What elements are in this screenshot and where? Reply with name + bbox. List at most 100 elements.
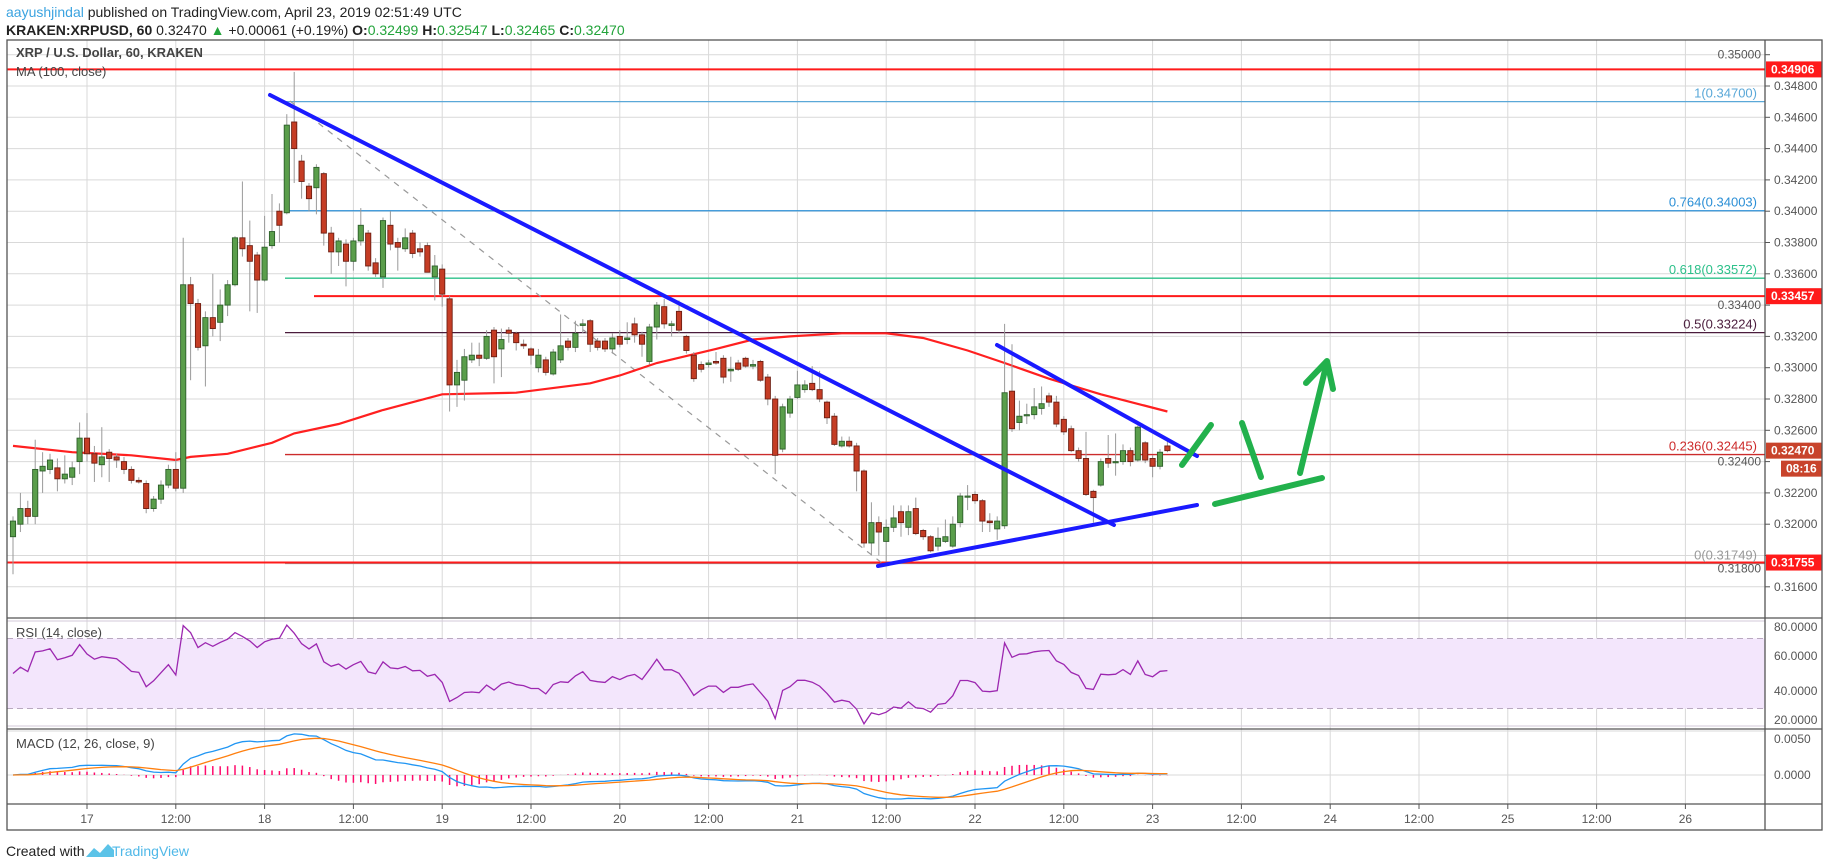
candle-down[interactable]: [239, 181, 246, 257]
fib-trend-dashed-line[interactable]: [289, 100, 883, 564]
candle-up[interactable]: [313, 164, 320, 215]
candle-up[interactable]: [942, 519, 949, 543]
candle-up[interactable]: [801, 380, 808, 393]
candle-up[interactable]: [535, 348, 542, 373]
candle-down[interactable]: [254, 251, 261, 313]
candle-down[interactable]: [712, 352, 720, 365]
candle-up[interactable]: [779, 403, 786, 453]
candle-up[interactable]: [624, 322, 631, 345]
candle-down[interactable]: [979, 499, 986, 533]
candle-down[interactable]: [298, 154, 305, 199]
candle-down[interactable]: [320, 172, 327, 246]
candle-down[interactable]: [1068, 425, 1075, 453]
candle-up[interactable]: [1134, 425, 1141, 462]
candle-down[interactable]: [601, 337, 609, 353]
candle-down[interactable]: [24, 500, 31, 525]
macd-signal-line[interactable]: [12, 737, 1168, 798]
candle-up[interactable]: [646, 323, 653, 365]
candle-up[interactable]: [794, 370, 801, 399]
candle-down[interactable]: [187, 276, 194, 381]
candle-up[interactable]: [402, 228, 409, 252]
candle-down[interactable]: [742, 356, 749, 368]
candle-down[interactable]: [698, 361, 705, 373]
candle-down[interactable]: [594, 337, 601, 351]
candle-down[interactable]: [616, 330, 623, 348]
candle-down[interactable]: [365, 229, 372, 271]
candle-up[interactable]: [786, 395, 794, 418]
candle-up[interactable]: [1156, 449, 1164, 470]
candle-down[interactable]: [912, 497, 919, 536]
candle-down[interactable]: [675, 300, 683, 334]
candle-up[interactable]: [705, 359, 712, 368]
candle-down[interactable]: [920, 528, 927, 540]
candle-down[interactable]: [424, 242, 431, 273]
candle-up[interactable]: [98, 427, 105, 478]
candle-up[interactable]: [1038, 386, 1045, 415]
candle-down[interactable]: [720, 355, 727, 384]
candle-up[interactable]: [39, 452, 46, 493]
candle-up[interactable]: [890, 505, 897, 533]
candle-up[interactable]: [157, 480, 165, 504]
rsi-line[interactable]: [12, 623, 1168, 726]
projection-stroke[interactable]: [1212, 475, 1325, 507]
candle-down[interactable]: [661, 298, 668, 329]
candle-up[interactable]: [668, 320, 675, 337]
candle-down[interactable]: [209, 273, 216, 337]
candle-down[interactable]: [505, 327, 512, 343]
candle-up[interactable]: [453, 359, 461, 407]
candle-down[interactable]: [1127, 447, 1134, 467]
candle-up[interactable]: [883, 519, 890, 562]
candle-up[interactable]: [653, 301, 660, 340]
ma-label[interactable]: MA (100, close): [16, 64, 106, 79]
candle-up[interactable]: [994, 516, 1001, 540]
candle-down[interactable]: [135, 477, 142, 484]
candle-down[interactable]: [372, 258, 379, 277]
candle-up[interactable]: [46, 453, 54, 475]
candle-up[interactable]: [579, 319, 586, 334]
candle-down[interactable]: [1142, 441, 1149, 464]
candle-up[interactable]: [61, 455, 68, 484]
candle-down[interactable]: [860, 469, 868, 548]
candle-down[interactable]: [120, 456, 128, 475]
macd-label[interactable]: MACD (12, 26, close, 9): [16, 736, 155, 751]
candle-down[interactable]: [638, 331, 646, 357]
candle-down[interactable]: [54, 458, 61, 492]
candle-up[interactable]: [335, 237, 342, 266]
macd-line[interactable]: [12, 733, 1168, 800]
candle-up[interactable]: [934, 527, 942, 551]
candle-up[interactable]: [609, 333, 616, 354]
candle-down[interactable]: [1105, 434, 1112, 468]
candle-down[interactable]: [1090, 489, 1097, 523]
candle-up[interactable]: [572, 320, 579, 353]
candle-up[interactable]: [1112, 433, 1119, 476]
candle-up[interactable]: [1001, 323, 1008, 529]
candle-down[interactable]: [194, 298, 202, 351]
candle-up[interactable]: [957, 492, 964, 528]
candle-up[interactable]: [838, 436, 845, 448]
candle-up[interactable]: [868, 502, 875, 556]
candle-up[interactable]: [17, 492, 24, 533]
candle-down[interactable]: [986, 513, 993, 533]
candle-up[interactable]: [1119, 444, 1127, 465]
candle-down[interactable]: [172, 452, 179, 492]
candle-down[interactable]: [409, 229, 416, 259]
candle-down[interactable]: [328, 226, 335, 274]
candle-down[interactable]: [846, 436, 853, 448]
candle-down[interactable]: [520, 339, 527, 349]
support-trendline[interactable]: [876, 503, 1199, 568]
candle-down[interactable]: [1045, 392, 1053, 407]
candle-down[interactable]: [1053, 395, 1060, 428]
candle-down[interactable]: [276, 203, 283, 243]
candle-up[interactable]: [468, 342, 475, 364]
candle-down[interactable]: [1008, 344, 1016, 432]
candle-up[interactable]: [69, 461, 76, 486]
candle-up[interactable]: [268, 193, 276, 249]
candle-up[interactable]: [9, 516, 17, 575]
candle-up[interactable]: [224, 280, 231, 317]
candle-up[interactable]: [1031, 388, 1038, 420]
candle-down[interactable]: [113, 453, 120, 468]
ma-100-line[interactable]: [12, 332, 1168, 462]
candle-down[interactable]: [587, 319, 594, 353]
tradingview-brand-link[interactable]: TradingView: [112, 843, 190, 859]
candle-down[interactable]: [690, 352, 697, 382]
